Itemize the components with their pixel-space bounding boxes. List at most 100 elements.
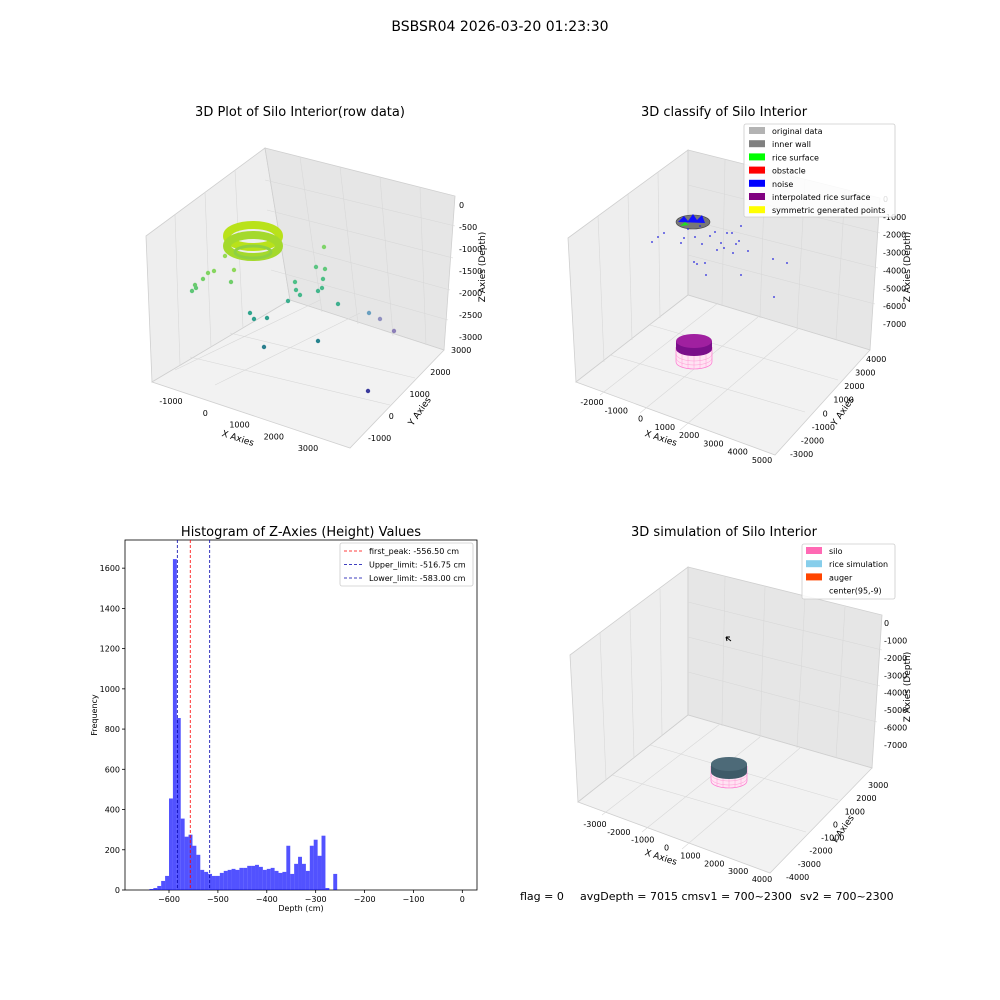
histogram-bar bbox=[227, 869, 232, 890]
noise-point bbox=[740, 225, 742, 227]
legend-label: Lower_limit: -583.00 cm bbox=[369, 574, 466, 583]
noise-point bbox=[663, 232, 665, 234]
histogram-bar bbox=[262, 869, 267, 890]
y-tick-label: 0 bbox=[833, 820, 838, 829]
y-tick-label: -4000 bbox=[786, 873, 809, 882]
panel-raw-3d-xlabel: X Axies bbox=[220, 429, 255, 449]
noise-point bbox=[732, 252, 734, 254]
histogram-bar bbox=[157, 885, 162, 890]
y-tick-label: 600 bbox=[105, 765, 120, 774]
histogram-bar bbox=[243, 867, 248, 890]
z-tick-label: -7000 bbox=[883, 320, 906, 329]
footer-sv2: sv2 = 700~2300 bbox=[800, 890, 894, 903]
x-tick-label: 3000 bbox=[703, 439, 723, 448]
scatter-point bbox=[251, 316, 257, 322]
scatter-point bbox=[322, 266, 328, 272]
histogram-bar bbox=[212, 875, 216, 890]
legend-label: symmetric generated points bbox=[772, 206, 885, 215]
noise-point bbox=[786, 262, 788, 264]
noise-point bbox=[705, 274, 707, 276]
histogram-yticks: 0 200 400 600 800 1000 1200 1400 1600 bbox=[100, 564, 125, 895]
histogram-bar bbox=[258, 866, 263, 890]
x-tick-label: 2000 bbox=[264, 432, 284, 441]
z-tick-label: -7000 bbox=[884, 741, 907, 750]
panel-raw-3d-points bbox=[189, 244, 397, 394]
scatter-point bbox=[335, 301, 341, 307]
scatter-point bbox=[200, 276, 206, 282]
panel-classify-3d-zlabel: Z Axies (Depth) bbox=[903, 232, 913, 303]
z-tick-label: -6000 bbox=[883, 302, 906, 311]
scatter-point bbox=[189, 288, 195, 294]
legend-label: noise bbox=[772, 180, 793, 189]
y-tick-label: 2000 bbox=[844, 382, 864, 391]
legend-label: auger bbox=[829, 573, 853, 582]
histogram-bar bbox=[321, 835, 326, 890]
histogram-title: Histogram of Z-Axies (Height) Values bbox=[181, 525, 421, 540]
histogram-bar bbox=[235, 869, 240, 890]
legend-label: silo bbox=[829, 547, 843, 556]
scatter-point bbox=[205, 270, 211, 276]
histogram-bar bbox=[161, 880, 166, 890]
noise-point bbox=[693, 261, 695, 263]
scatter-point bbox=[222, 253, 228, 259]
scatter-point bbox=[264, 315, 270, 321]
panel-simulation-3d-cylinder bbox=[710, 757, 748, 789]
scatter-point bbox=[315, 338, 321, 344]
x-tick-label: 2000 bbox=[704, 859, 724, 868]
z-tick-label: -3000 bbox=[459, 333, 482, 342]
x-tick-label: 5000 bbox=[752, 456, 772, 465]
panel-raw-3d-zlabel: Z Axies (Depth) bbox=[478, 232, 488, 303]
legend-label: rice simulation bbox=[829, 560, 888, 569]
legend-swatch bbox=[806, 560, 822, 568]
z-tick-label: -5000 bbox=[883, 284, 906, 293]
histogram-bar bbox=[282, 871, 287, 890]
histogram-bar bbox=[278, 872, 283, 890]
scatter-point bbox=[315, 288, 321, 294]
z-tick-label: -1000 bbox=[884, 636, 907, 645]
panel-histogram: Histogram of Z-Axies (Height) Values −60… bbox=[90, 525, 478, 913]
noise-point bbox=[687, 228, 689, 230]
footer-avg-depth: avgDepth = 7015 cmsv1 = 700~2300 bbox=[580, 890, 792, 903]
y-tick-label: -1000 bbox=[368, 434, 391, 443]
scatter-point bbox=[377, 316, 383, 322]
noise-point bbox=[731, 232, 733, 234]
x-tick-label: 1000 bbox=[680, 851, 700, 860]
noise-point bbox=[704, 262, 706, 264]
histogram-bar bbox=[215, 875, 220, 890]
legend-label: original data bbox=[772, 127, 823, 136]
panel-classify-3d-surface bbox=[675, 214, 711, 230]
noise-point bbox=[683, 237, 685, 239]
panel-simulation-3d-zlabel: Z Axies (Depth) bbox=[903, 652, 913, 723]
scatter-point bbox=[292, 279, 298, 285]
z-tick-label: -4000 bbox=[884, 689, 907, 698]
scatter-point bbox=[231, 267, 237, 273]
panel-classify-3d-xlabel: X Axies bbox=[643, 429, 678, 449]
x-tick-label: -2000 bbox=[580, 398, 603, 407]
y-tick-label: -1000 bbox=[821, 834, 844, 843]
y-tick-label: 0 bbox=[823, 409, 828, 418]
z-tick-label: 0 bbox=[459, 201, 464, 210]
histogram-bar bbox=[165, 875, 169, 890]
histogram-bar bbox=[286, 845, 291, 890]
panel-classify-3d-yticks: -3000 -2000 -1000 0 1000 2000 3000 4000 bbox=[790, 355, 886, 459]
histogram-bar bbox=[169, 798, 173, 890]
noise-point bbox=[747, 250, 749, 252]
z-tick-label: -1000 bbox=[883, 213, 906, 222]
scatter-point bbox=[261, 344, 267, 350]
y-tick-label: -1000 bbox=[812, 423, 835, 432]
z-tick-label: -500 bbox=[459, 223, 477, 232]
legend-label: first_peak: -556.50 cm bbox=[369, 547, 459, 556]
y-tick-label: 1000 bbox=[845, 807, 865, 816]
x-tick-label: −300 bbox=[305, 895, 327, 904]
x-tick-label: 3000 bbox=[728, 867, 748, 876]
legend-label: rice surface bbox=[772, 153, 819, 162]
histogram-ylabel: Frequency bbox=[90, 694, 99, 736]
panel-raw-3d-title: 3D Plot of Silo Interior(row data) bbox=[195, 105, 405, 120]
noise-point bbox=[657, 236, 659, 238]
legend-label: interpolated rice surface bbox=[772, 193, 870, 202]
scatter-point bbox=[321, 244, 327, 250]
z-tick-label: -3000 bbox=[883, 249, 906, 258]
scatter-point bbox=[313, 264, 319, 270]
histogram-xticks: −600 −500 −400 −300 −200 −100 0 bbox=[158, 890, 465, 904]
